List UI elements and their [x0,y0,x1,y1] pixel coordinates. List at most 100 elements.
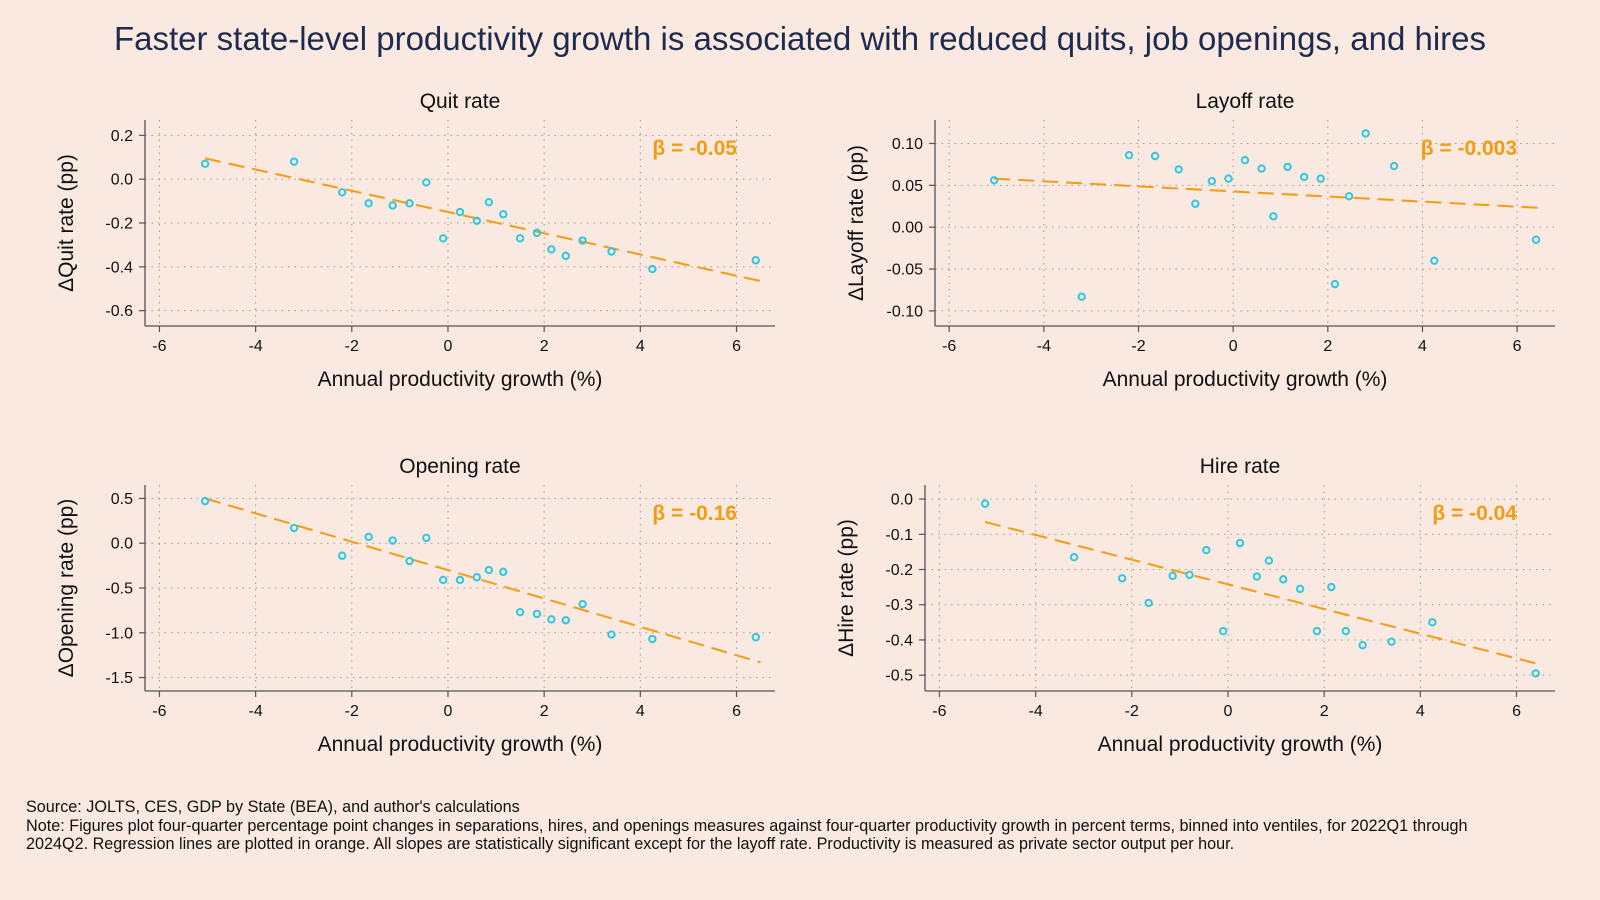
regression-line [984,521,1541,666]
data-point [200,496,210,506]
data-point [289,523,299,533]
x-tick-label: 6 [1513,338,1522,355]
x-tick-label: -6 [942,338,956,355]
data-point [1235,538,1245,548]
data-point [1358,641,1367,650]
data-point [1341,626,1351,636]
data-point [648,634,657,644]
data-point [989,176,999,185]
data-point [1207,176,1217,186]
data-point [1144,598,1153,608]
data-point [337,188,347,197]
data-point [200,159,210,169]
y-tick-label: -0.05 [887,262,924,279]
regression-line [994,177,1541,209]
data-point [751,633,760,642]
beta-annotation: β = -0.04 [1432,502,1517,525]
data-point [422,178,431,187]
x-tick-label: 2 [540,703,549,720]
y-tick-label: -0.4 [885,632,913,649]
x-tick-label: 2 [1323,338,1332,355]
data-point [980,499,990,508]
data-point [1330,279,1340,289]
methodology-note: Note: Figures plot four-quarter percenta… [26,816,1468,854]
x-axis-label: Annual productivity growth (%) [1098,733,1383,756]
data-point [337,551,347,560]
data-point [578,236,587,245]
data-point [388,536,397,545]
data-point [1117,574,1127,583]
x-tick-label: 4 [1416,703,1425,720]
data-point [1264,556,1274,565]
data-point [1430,256,1439,265]
data-point [1191,199,1200,208]
y-tick-label: 0.0 [891,492,913,509]
y-tick-label: 0.05 [892,178,923,195]
data-point [499,210,508,219]
source-note: Source: JOLTS, CES, GDP by State (BEA), … [26,798,520,816]
data-point [1150,151,1160,161]
data-point [1279,575,1288,584]
y-axis-label: ΔLayoff rate (pp) [845,145,868,301]
y-tick-label: 0.00 [892,220,923,237]
data-point [1327,582,1336,592]
data-point [1389,161,1399,171]
x-tick-label: 0 [444,703,453,720]
regression-line [204,157,761,283]
data-point [364,532,373,542]
x-tick-label: 4 [1418,338,1427,355]
y-axis-label: ΔOpening rate (pp) [55,499,78,678]
data-point [1283,162,1292,172]
x-tick-label: 6 [732,338,741,355]
data-point [1387,637,1396,646]
data-point [1531,235,1541,244]
x-tick-label: 4 [636,703,645,720]
data-point [1344,192,1354,201]
data-point [1069,552,1079,562]
y-tick-label: -1.5 [105,670,133,687]
quit-rate-chart: Quit rate -6 -4 -2 0 2 4 6 -0.6 -0.4 -0.2 0.0 0.2 Ann… [55,90,775,391]
data-point [455,207,465,217]
data-point [1077,292,1086,301]
x-tick-label: 6 [1512,703,1521,720]
y-tick-label: 0.0 [111,172,133,189]
data-point [1185,570,1194,579]
data-point [607,247,616,256]
data-point [289,157,299,166]
x-tick-label: -6 [152,338,166,355]
y-axis-label: ΔHire rate (pp) [835,519,858,657]
data-point [405,199,414,208]
panel-title: Opening rate [399,455,520,478]
data-point [388,201,397,210]
data-point [484,197,494,207]
y-tick-label: 0.5 [111,491,133,508]
y-tick-label: -0.1 [885,527,913,544]
data-point [438,234,448,243]
data-point [1428,618,1437,627]
data-point [1174,165,1183,174]
data-point [1312,626,1322,636]
data-point [532,228,542,238]
panel-title: Layoff rate [1196,90,1295,113]
beta-annotation: β = -0.16 [652,502,737,525]
data-point [1299,172,1309,182]
data-point [648,264,657,274]
data-point [472,573,482,582]
data-point [1224,174,1233,183]
panel-title: Hire rate [1200,455,1281,478]
data-point [472,216,482,226]
data-point [1240,155,1250,165]
regression-line [204,497,761,664]
x-tick-label: -2 [1131,338,1145,355]
data-point [364,199,373,208]
data-point [1257,164,1266,173]
data-point [1202,545,1211,555]
y-tick-label: 0.0 [111,536,133,553]
x-axis-label: Annual productivity growth (%) [1103,368,1388,391]
y-tick-label: -0.4 [105,259,133,276]
y-tick-label: -0.5 [105,581,133,598]
beta-annotation: β = -0.003 [1421,137,1517,160]
quit-rate-panel: Quit rate -6 -4 -2 0 2 4 6 -0.6 -0.4 -0.2 0.0 0.2 Ann… [0,78,800,423]
x-tick-label: -2 [345,338,359,355]
y-tick-label: -0.2 [885,562,913,579]
